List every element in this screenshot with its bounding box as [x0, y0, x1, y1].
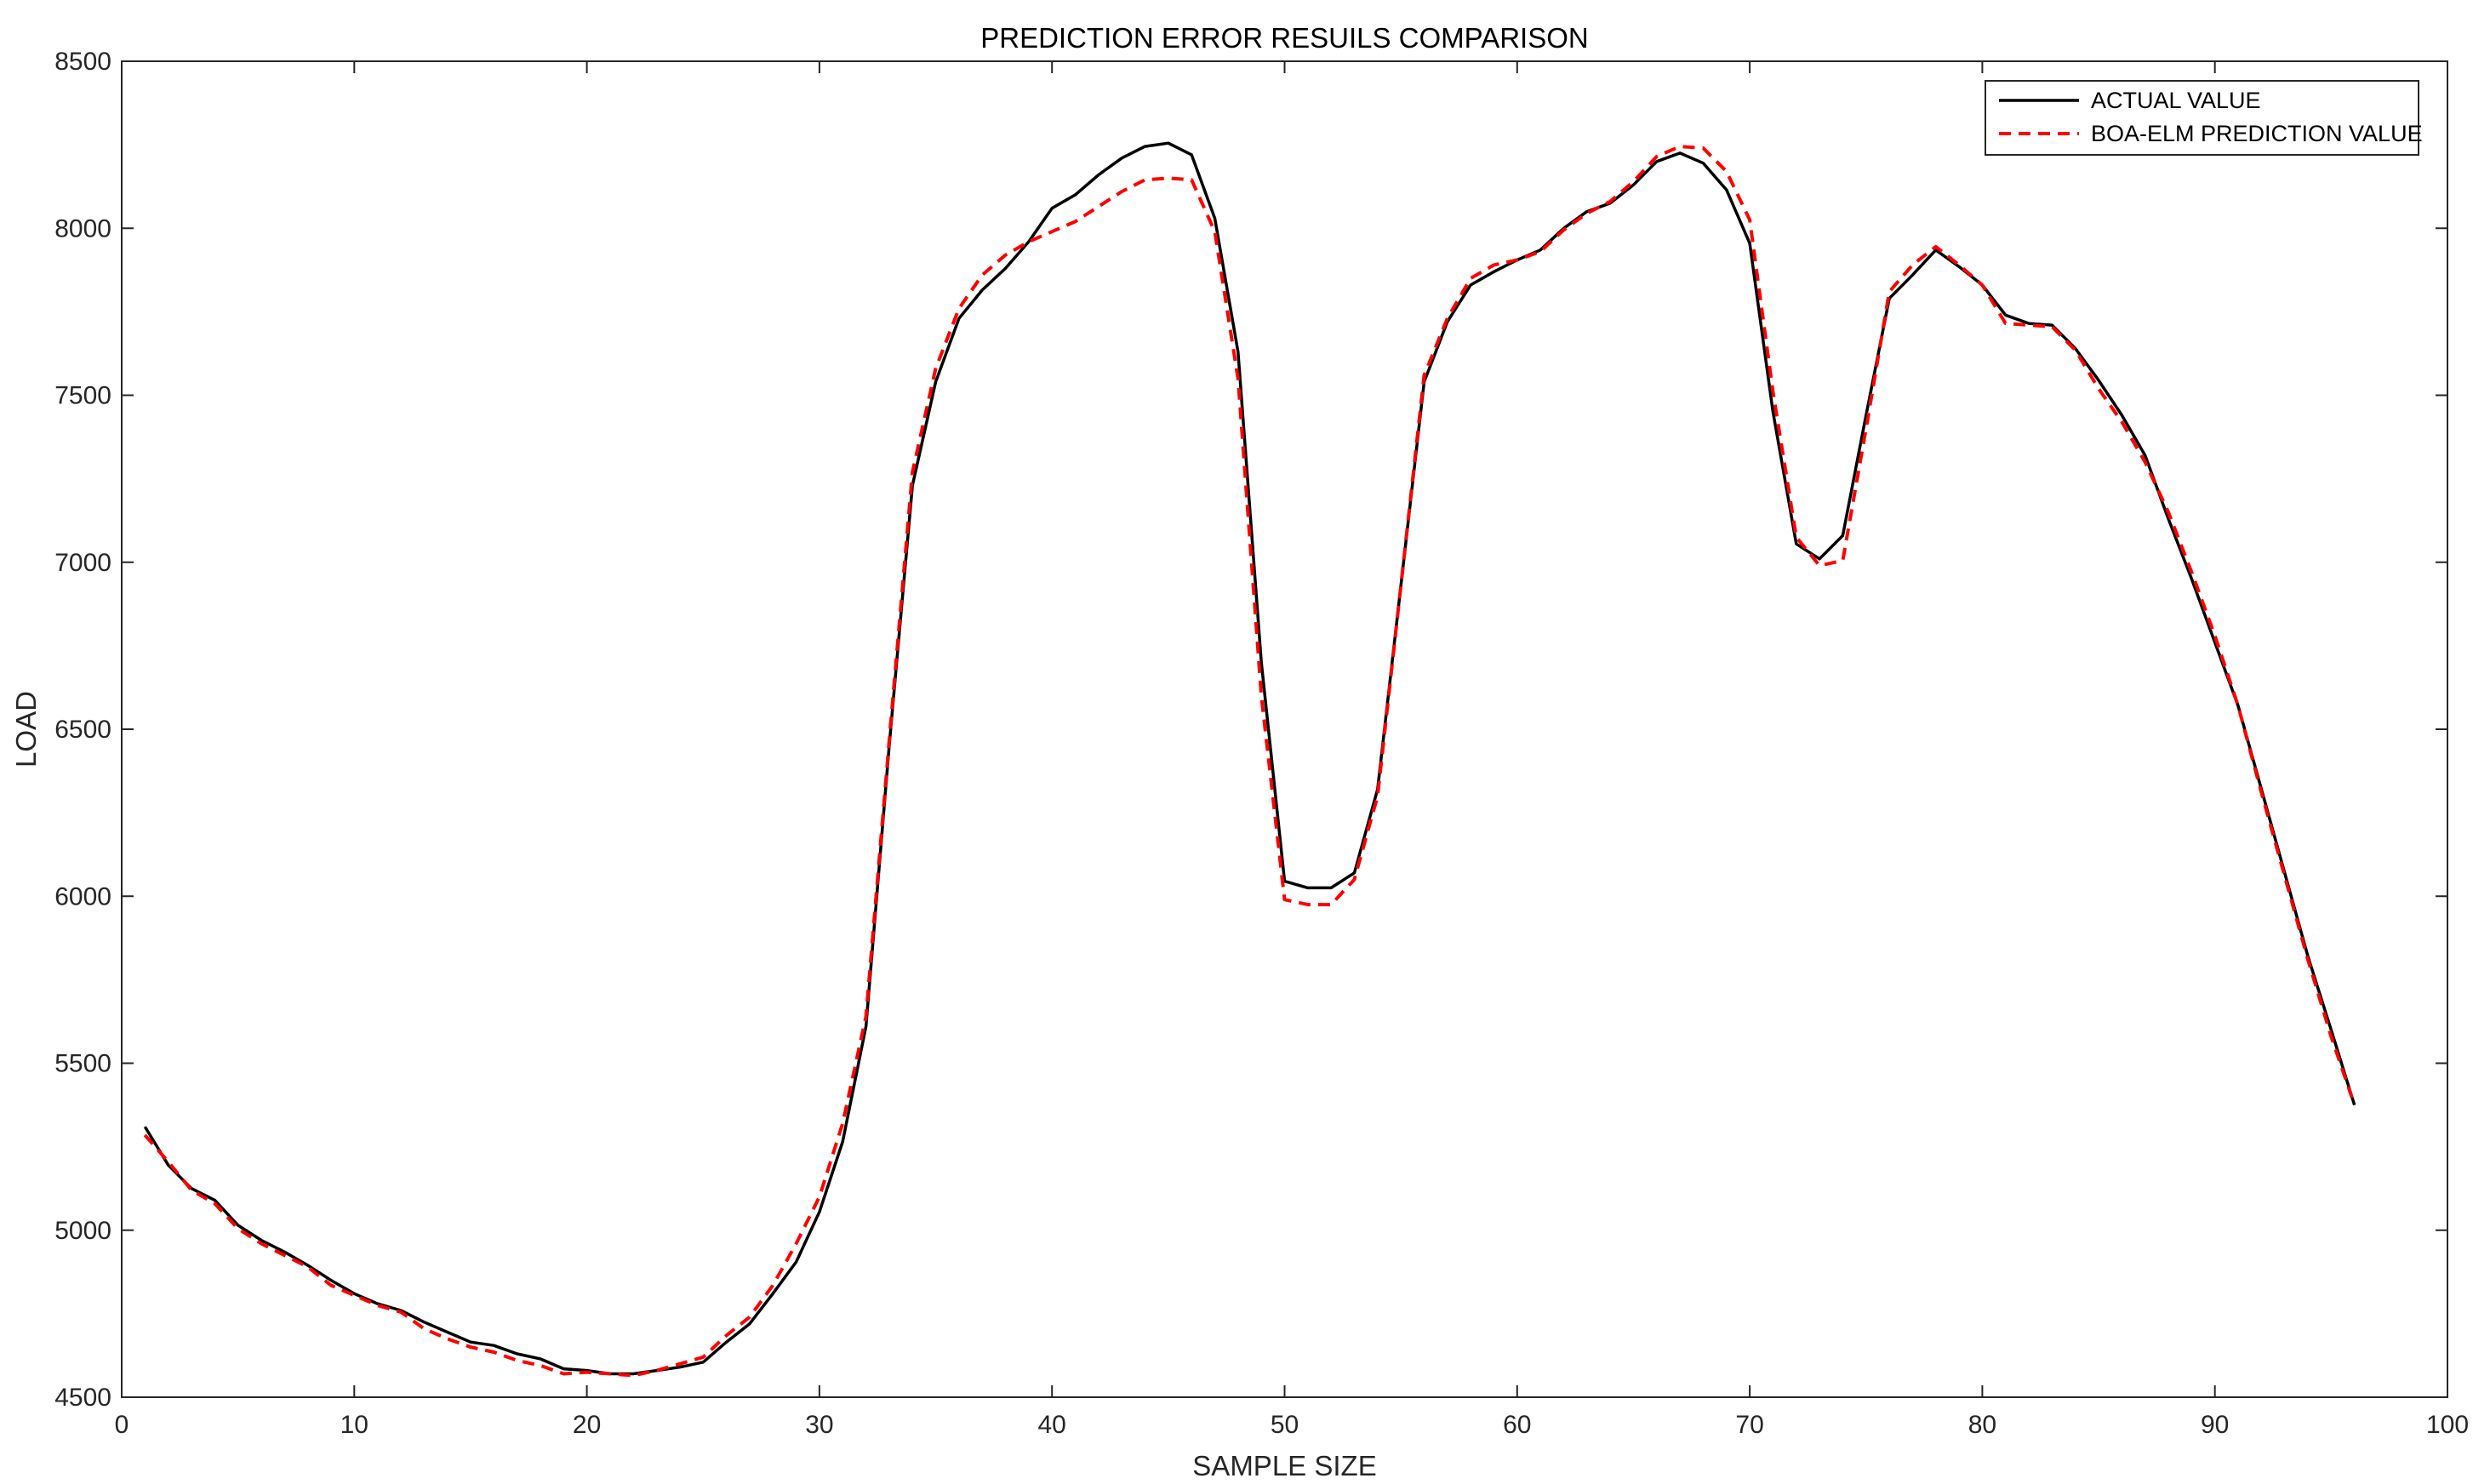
x-tick-label: 90: [2201, 1411, 2229, 1439]
y-tick-label: 5500: [54, 1050, 111, 1078]
y-tick-label: 6500: [54, 716, 111, 744]
prediction-series-line: [143, 145, 2356, 1378]
y-tick-label: 7500: [54, 382, 111, 410]
y-tick-label: 4500: [54, 1384, 111, 1412]
legend-box: [1985, 80, 2419, 156]
x-axis-title: SAMPLE SIZE: [1192, 1450, 1376, 1481]
x-tick-label: 70: [1735, 1411, 1763, 1439]
chart-title: PREDICTION ERROR RESUILS COMPARISON: [980, 22, 1588, 54]
legend-label-prediction: BOA-ELM PREDICTION VALUE: [2091, 121, 2423, 146]
y-tick-label: 8500: [54, 48, 111, 76]
x-tick-label: 40: [1038, 1411, 1066, 1439]
plot-frame: [121, 60, 2448, 1398]
x-tick-label: 50: [1271, 1411, 1299, 1439]
y-tick-label: 8000: [54, 214, 111, 243]
y-tick-label: 7000: [54, 549, 111, 577]
x-tick-label: 100: [2426, 1411, 2469, 1439]
y-axis-title: LOAD: [10, 691, 42, 768]
x-tick-label: 30: [805, 1411, 833, 1439]
plot-area: [122, 61, 2447, 1397]
x-tick-label: 80: [1968, 1411, 1996, 1439]
legend-label-actual: ACTUAL VALUE: [2091, 88, 2261, 113]
axis-ticks: 0 10 20 30 40 50 60 70 80 90 100 4500 5000 5500 6000 65…: [54, 48, 2469, 1439]
x-tick-label: 20: [573, 1411, 601, 1439]
x-tick-label: 0: [115, 1411, 129, 1439]
x-tick-label: 60: [1503, 1411, 1531, 1439]
y-tick-label: 5000: [54, 1217, 111, 1245]
series-lines: [143, 141, 2356, 1378]
legend: ACTUAL VALUE BOA-ELM PREDICTION VALUE: [1985, 80, 2423, 156]
actual-series-line: [143, 141, 2356, 1376]
y-tick-label: 6000: [54, 882, 111, 910]
x-tick-label: 10: [340, 1411, 368, 1439]
